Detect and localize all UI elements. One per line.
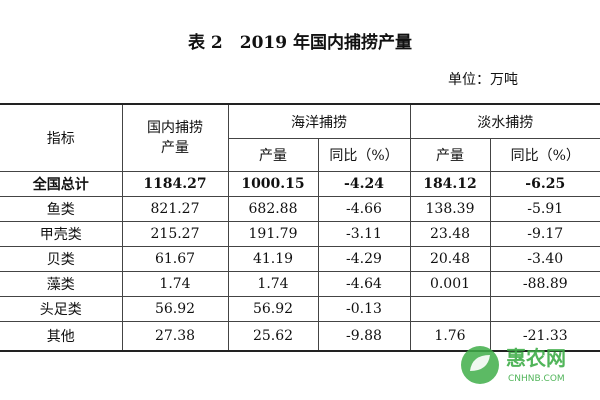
table-cell bbox=[409, 296, 491, 322]
table-cell: 191.79 bbox=[227, 221, 319, 247]
table-row: 全国总计 1184.27 1000.15 -4.24 184.12 -6.25 bbox=[0, 171, 600, 197]
table-cell: 41.19 bbox=[227, 246, 319, 272]
table-cell: 23.48 bbox=[409, 221, 491, 247]
table-cell: -9.88 bbox=[317, 321, 411, 352]
table-row: 贝类 61.67 41.19 -4.29 20.48 -3.40 bbox=[0, 246, 600, 272]
table-cell: 184.12 bbox=[409, 171, 491, 197]
table-cell: 1.74 bbox=[121, 271, 229, 297]
table-row: 其他 27.38 25.62 -9.88 1.76 -21.33 bbox=[0, 321, 600, 352]
table-cell: 头足类 bbox=[0, 296, 123, 322]
header-cell: 指标 bbox=[0, 103, 123, 172]
table-cell: -5.91 bbox=[489, 196, 600, 222]
table-cell: 821.27 bbox=[121, 196, 229, 222]
watermark-url: CNHNB.COM bbox=[508, 374, 565, 384]
header-text: 国内捕捞产量 bbox=[146, 120, 203, 156]
table-cell: 25.62 bbox=[227, 321, 319, 352]
table-cell: 61.67 bbox=[121, 246, 229, 272]
table-cell: -88.89 bbox=[489, 271, 600, 297]
table-cell: -6.25 bbox=[489, 171, 600, 197]
table-row: 藻类 1.74 1.74 -4.64 0.001 -88.89 bbox=[0, 271, 600, 297]
table-cell: 682.88 bbox=[227, 196, 319, 222]
table-cell: 甲壳类 bbox=[0, 221, 123, 247]
header-cell: 淡水捕捞 bbox=[409, 103, 600, 139]
table-cell bbox=[489, 296, 600, 322]
table: 指标 国内捕捞产量 海洋捕捞 淡水捕捞 产量 同比（%） 产量 同比（%） 全国… bbox=[0, 103, 600, 352]
table-cell: -4.24 bbox=[317, 171, 411, 197]
table-cell: 20.48 bbox=[409, 246, 491, 272]
logo-leaf bbox=[470, 355, 490, 371]
table-cell: -21.33 bbox=[489, 321, 600, 352]
table-cell: -4.29 bbox=[317, 246, 411, 272]
table-row: 头足类 56.92 56.92 -0.13 bbox=[0, 296, 600, 322]
header-cell: 产量 bbox=[228, 138, 319, 172]
header-cell: 同比（%） bbox=[317, 138, 411, 172]
table-cell: 鱼类 bbox=[0, 196, 123, 222]
table-cell: -4.66 bbox=[317, 196, 411, 222]
table-cell: 215.27 bbox=[121, 221, 229, 247]
table-cell: -3.11 bbox=[317, 221, 411, 247]
header-cell: 产量 bbox=[409, 138, 491, 172]
header-row: 指标 国内捕捞产量 海洋捕捞 淡水捕捞 bbox=[0, 103, 600, 172]
table-cell: 56.92 bbox=[227, 296, 319, 322]
table-cell: 其他 bbox=[0, 321, 123, 352]
table-cell: 全国总计 bbox=[0, 171, 123, 197]
table-cell: -9.17 bbox=[489, 221, 600, 247]
table-cell: 27.38 bbox=[121, 321, 229, 352]
title: 表 2 2019 年国内捕捞产量 bbox=[188, 33, 412, 53]
table-cell: 138.39 bbox=[409, 196, 491, 222]
table-cell: 56.92 bbox=[121, 296, 229, 322]
table-body: 全国总计 1184.27 1000.15 -4.24 184.12 -6.25 鱼类 821.… bbox=[0, 171, 600, 352]
table-cell: -4.64 bbox=[317, 271, 411, 297]
table-cell: 0.001 bbox=[409, 271, 491, 297]
table-row: 甲壳类 215.27 191.79 -3.11 23.48 -9.17 bbox=[0, 221, 600, 247]
table-cell: 藻类 bbox=[0, 271, 123, 297]
table-cell: 贝类 bbox=[0, 246, 123, 272]
watermark: 惠农网 CNHNB.COM bbox=[461, 346, 566, 384]
table-cell: 1000.15 bbox=[227, 171, 319, 197]
table-cell: 1.74 bbox=[227, 271, 319, 297]
table-cell: -3.40 bbox=[489, 246, 600, 272]
header-cell: 国内捕捞产量 bbox=[121, 103, 229, 172]
table-cell: -0.13 bbox=[317, 296, 411, 322]
header-cell: 同比（%） bbox=[489, 138, 600, 172]
watermark-brand: 惠农网 bbox=[506, 346, 566, 370]
table-cell: 1184.27 bbox=[121, 171, 229, 197]
table-row: 鱼类 821.27 682.88 -4.66 138.39 -5.91 bbox=[0, 196, 600, 222]
header-cell: 海洋捕捞 bbox=[227, 103, 411, 139]
unit: 单位：万吨 bbox=[448, 72, 518, 88]
